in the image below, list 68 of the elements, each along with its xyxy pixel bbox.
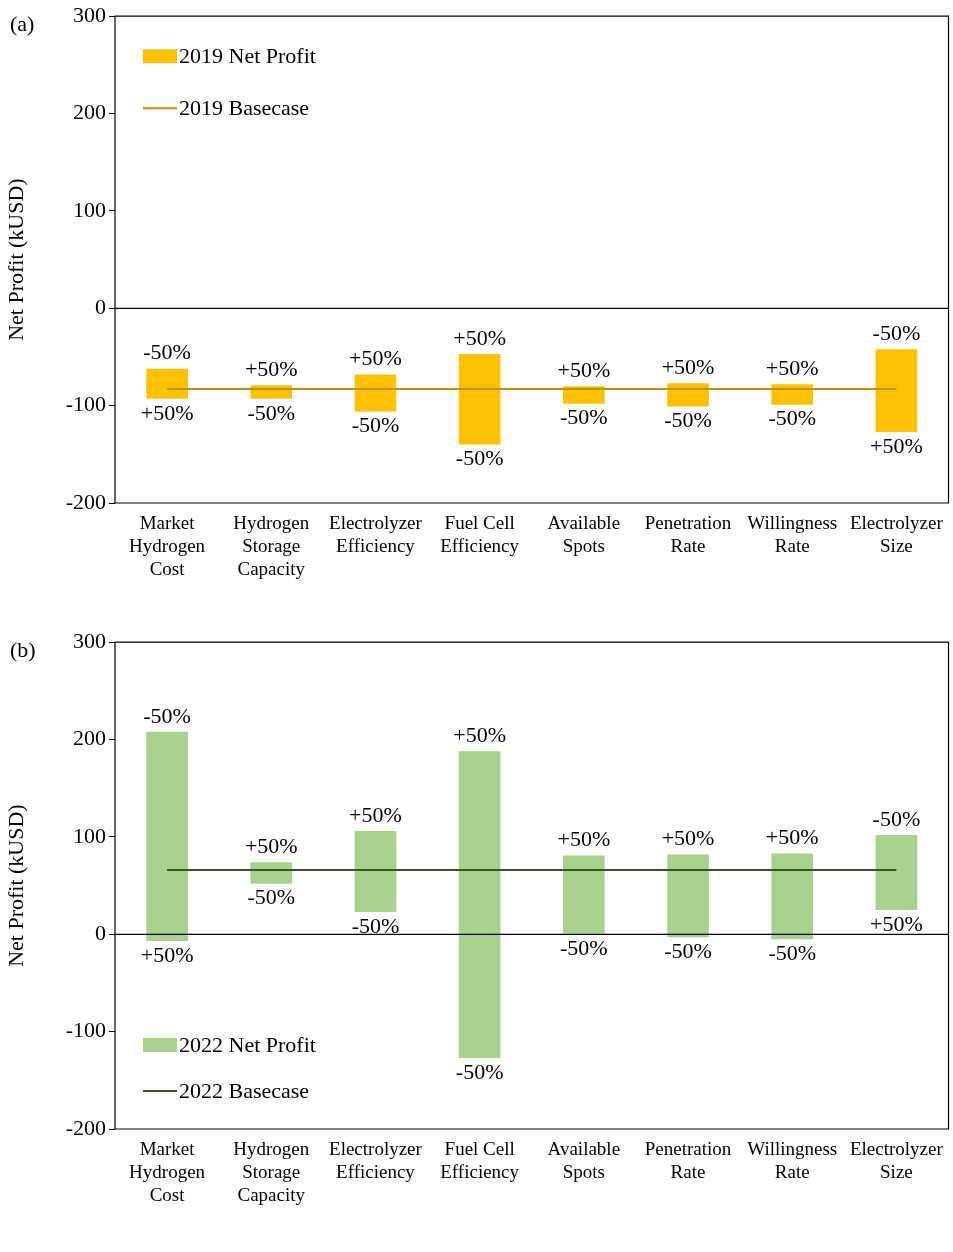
x-tick-label: Market Hydrogen Cost (129, 1138, 206, 1205)
annotation: +50% (244, 355, 298, 381)
y-tick-label: 0 (95, 920, 106, 946)
annotation: +50% (140, 941, 194, 967)
annotation: -50% (872, 805, 921, 831)
y-tick-label: -100 (65, 1017, 106, 1043)
annotation: -50% (768, 939, 817, 965)
x-tick-label: Electrolyzer Efficiency (329, 1138, 423, 1183)
annotation: +50% (765, 824, 819, 850)
annotation: +50% (453, 324, 507, 350)
annotation: -50% (247, 884, 296, 910)
annotation: +50% (140, 399, 194, 425)
y-tick-label: 200 (73, 99, 106, 125)
annotation: -50% (455, 1058, 504, 1084)
annotation: -50% (351, 412, 400, 438)
x-tick-label: Hydrogen Storage Capacity (233, 1138, 310, 1205)
annotation: +50% (349, 801, 402, 827)
x-tick-label: Fuel Cell Efficiency (440, 512, 520, 557)
annotation: -50% (247, 399, 296, 425)
annotation: -50% (560, 935, 608, 961)
x-tick-label: Hydrogen Storage Capacity (233, 512, 310, 579)
y-tick-label: 300 (73, 627, 106, 653)
x-tick-label: Electrolyzer Efficiency (329, 512, 423, 557)
y-tick-label: -100 (65, 391, 106, 417)
chart-title: (a) (10, 10, 35, 36)
annotation: -50% (872, 319, 921, 345)
annotation: +50% (765, 355, 819, 380)
annotation: +50% (661, 825, 715, 851)
x-tick-label: Electrolyzer Size (849, 512, 944, 557)
y-tick-label: 200 (73, 725, 106, 751)
x-tick-label: Penetration Rate (644, 1138, 732, 1183)
y-tick-label: -200 (65, 1114, 106, 1140)
annotation: -50% (560, 404, 608, 430)
x-tick-label: Electrolyzer Size (849, 1138, 944, 1183)
x-tick-label: Available Spots (547, 1138, 621, 1183)
y-tick-label: 0 (95, 294, 106, 320)
y-tick-label: 100 (73, 822, 106, 848)
y-tick-label: 300 (73, 1, 106, 27)
annotation: -50% (768, 405, 817, 431)
annotation: +50% (453, 722, 507, 748)
annotation: -50% (664, 937, 712, 963)
annotation: -50% (143, 702, 191, 728)
annotation: -50% (143, 339, 191, 365)
x-tick-label: Fuel Cell Efficiency (440, 1138, 520, 1183)
legend-label: 2019 Basecase (179, 94, 310, 120)
x-tick-label: Willingness Rate (747, 512, 838, 557)
x-tick-label: Penetration Rate (644, 512, 732, 557)
annotation: +50% (661, 354, 715, 380)
annotation: +50% (557, 826, 611, 852)
x-tick-label: Available Spots (547, 512, 621, 557)
chart-title: (b) (10, 636, 36, 662)
legend-label: 2019 Net Profit (179, 42, 316, 68)
annotation: +50% (557, 356, 611, 382)
x-tick-label: Market Hydrogen Cost (129, 512, 206, 579)
y-tick-label: 100 (73, 196, 106, 222)
legend-label: 2022 Net Profit (179, 1031, 316, 1057)
annotation: +50% (349, 345, 402, 371)
annotation: +50% (870, 432, 923, 458)
annotation: -50% (664, 407, 712, 433)
annotation: -50% (351, 912, 400, 938)
annotation: +50% (870, 910, 923, 936)
y-axis-title: Net Profit (kUSD) (2, 804, 28, 967)
y-axis-title: Net Profit (kUSD) (2, 178, 28, 341)
legend-label: 2022 Basecase (179, 1077, 310, 1103)
annotation: -50% (455, 445, 504, 471)
x-tick-label: Willingness Rate (747, 1138, 838, 1183)
annotation: +50% (244, 833, 298, 859)
y-tick-label: -200 (65, 488, 106, 514)
